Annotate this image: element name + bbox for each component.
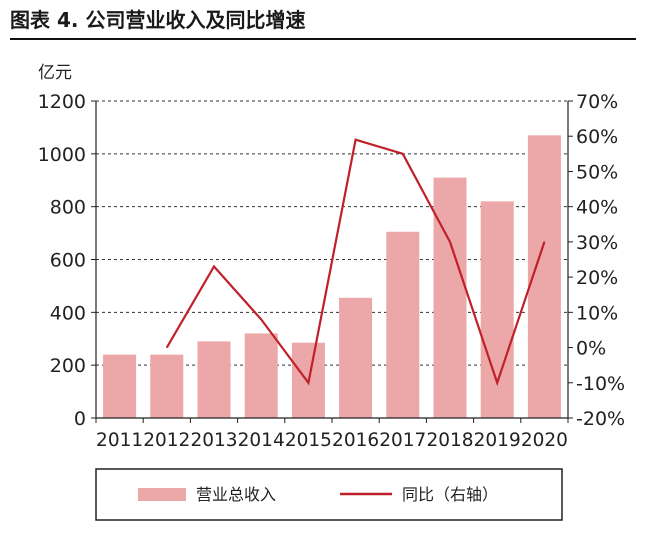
bar-2017	[386, 231, 420, 418]
bar-series	[103, 135, 561, 418]
line-series	[165, 138, 546, 387]
right-tick-label: 10%	[576, 302, 618, 324]
bar-2018	[433, 177, 467, 418]
bar-2016	[339, 297, 373, 418]
bar-2012	[150, 354, 184, 418]
right-tick-label: 40%	[576, 197, 618, 219]
left-tick-label: 200	[50, 355, 86, 377]
right-tick-label: 30%	[576, 232, 618, 254]
bar-2013	[197, 341, 231, 418]
right-tick-label: 50%	[576, 161, 618, 183]
left-tick-label: 1000	[38, 144, 86, 166]
yoy-point-2019	[496, 382, 498, 384]
left-tick-label: 800	[50, 197, 86, 219]
legend-swatch-revenue	[138, 488, 186, 501]
bar-2011	[103, 354, 137, 418]
x-tick-label: 2013	[190, 430, 237, 451]
right-tick-label: 70%	[576, 91, 618, 113]
x-tick-label: 2020	[521, 430, 568, 451]
legend-frame	[95, 468, 563, 521]
yoy-point-2020	[543, 241, 545, 243]
right-tick-label: -20%	[576, 408, 625, 430]
legend-label-revenue: 营业总收入	[196, 485, 276, 504]
x-axis-ticks: 2011 2012 2013 2014 2015 2016 2017 2018 2019 2020	[95, 418, 569, 451]
x-tick-label: 2014	[238, 430, 285, 451]
yoy-point-2014	[260, 318, 262, 320]
yoy-point-2012	[166, 347, 168, 349]
left-tick-label: 400	[50, 302, 86, 324]
left-axis-ticks: 0 200 400 600 800 1000 1200	[38, 91, 96, 430]
right-tick-label: -10%	[576, 373, 625, 395]
bar-2014	[244, 333, 278, 418]
y-unit-label: 亿元	[38, 63, 72, 83]
left-tick-label: 0	[74, 408, 86, 430]
x-tick-label: 2015	[285, 430, 332, 451]
figure-title: 图表 4. 公司营业收入及同比增速	[10, 8, 306, 32]
left-tick-label: 1200	[38, 91, 86, 113]
right-tick-label: 0%	[576, 338, 606, 360]
x-tick-label: 2019	[474, 430, 521, 451]
x-tick-label: 2012	[143, 430, 190, 451]
yoy-point-2016	[355, 139, 357, 141]
x-tick-label: 2016	[332, 430, 379, 451]
left-tick-label: 600	[50, 250, 86, 272]
yoy-point-2017	[402, 153, 404, 155]
yoy-point-2018	[449, 241, 451, 243]
right-tick-label: 60%	[576, 126, 618, 148]
legend: 营业总收入 同比（右轴）	[95, 468, 563, 521]
yoy-point-2013	[213, 266, 215, 268]
title-rule	[10, 38, 636, 40]
legend-label-yoy: 同比（右轴）	[402, 485, 498, 504]
x-tick-label: 2018	[426, 430, 473, 451]
x-tick-label: 2011	[96, 430, 143, 451]
right-axis-ticks: -20% -10% 0% 10% 20% 30% 40% 50% 60% 70%	[568, 91, 625, 430]
yoy-point-2015	[307, 382, 309, 384]
x-tick-label: 2017	[379, 430, 426, 451]
right-tick-label: 20%	[576, 267, 618, 289]
